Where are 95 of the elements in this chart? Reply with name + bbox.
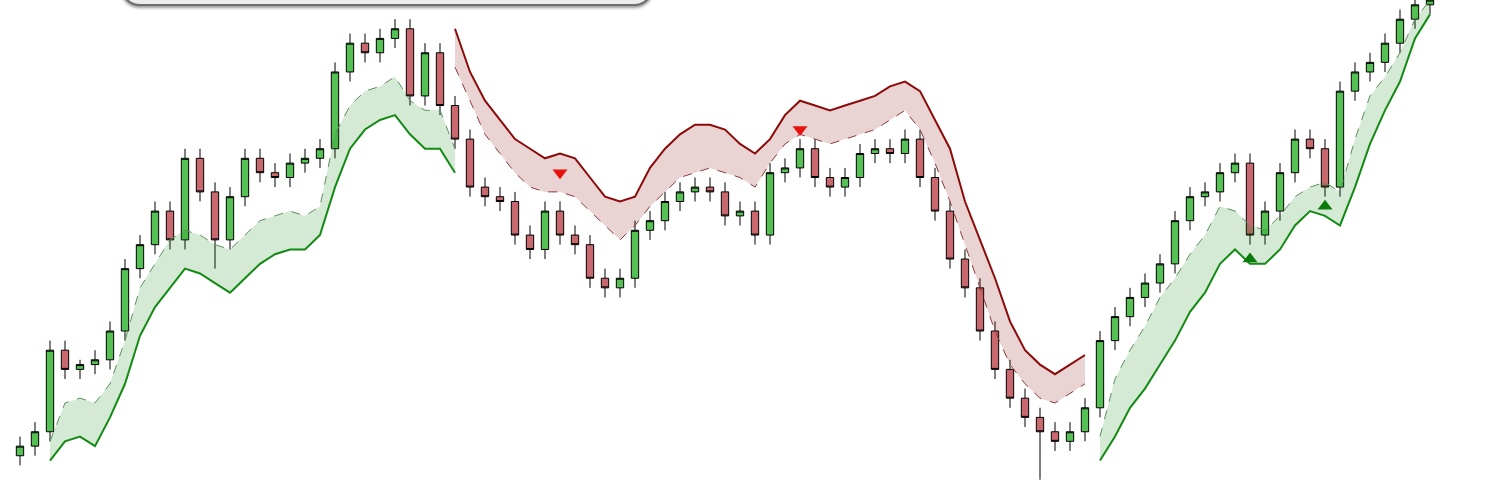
- candlestick: [1155, 253, 1165, 294]
- candlestick: [210, 181, 220, 270]
- candlestick: [1425, 0, 1435, 15]
- candlestick: [870, 138, 880, 164]
- candlestick: [1020, 388, 1030, 428]
- candlestick: [990, 320, 1000, 380]
- candlestick: [855, 143, 865, 188]
- candlestick: [1140, 272, 1150, 308]
- candlestick: [300, 148, 310, 174]
- candlestick: [960, 248, 970, 298]
- candlestick: [1215, 162, 1225, 202]
- candlestick: [345, 33, 355, 83]
- candlestick: [795, 138, 805, 178]
- candlestick: [105, 320, 115, 370]
- candlestick: [150, 200, 160, 255]
- candlestick: [975, 277, 985, 342]
- candlestick: [765, 162, 775, 246]
- candlestick: [1275, 162, 1285, 222]
- candlestick: [555, 200, 565, 246]
- candlestick: [195, 148, 205, 202]
- candlestick: [465, 129, 475, 198]
- candlestick: [1350, 61, 1360, 102]
- candlestick: [330, 61, 340, 159]
- candlestick: [255, 148, 265, 183]
- candlestick: [15, 436, 25, 466]
- candlestick: [945, 200, 955, 270]
- candlestick: [390, 18, 400, 49]
- candlestick: [1395, 9, 1405, 54]
- candlestick: [510, 191, 520, 246]
- candlestick: [1095, 330, 1105, 418]
- candlestick: [165, 200, 175, 250]
- candlestick: [240, 148, 250, 207]
- candlestick: [645, 210, 655, 241]
- candlestick: [1110, 306, 1120, 351]
- candlestick: [1230, 153, 1240, 183]
- candlestick: [60, 340, 70, 380]
- candlestick: [720, 181, 730, 226]
- candlestick: [1260, 200, 1270, 246]
- candlestick: [75, 359, 85, 380]
- candlestick: [1335, 81, 1345, 198]
- candlestick: [840, 167, 850, 198]
- candlestick: [1185, 186, 1195, 231]
- candlestick: [1245, 153, 1255, 246]
- candlestick: [1290, 129, 1300, 183]
- candlestick: [1320, 138, 1330, 198]
- candlestick: [630, 220, 640, 289]
- candlestick: [315, 138, 325, 169]
- candlestick: [1080, 397, 1090, 442]
- candlestick: [495, 186, 505, 212]
- candlestick: [675, 181, 685, 212]
- candlestick: [270, 162, 280, 188]
- candlestick: [1380, 33, 1390, 73]
- candlestick: [735, 200, 745, 226]
- candlestick: [480, 177, 490, 207]
- candlestick: [135, 234, 145, 279]
- candlestick: [930, 167, 940, 222]
- candlestick: [585, 234, 595, 289]
- candlestick: [540, 200, 550, 260]
- candlestick: [285, 153, 295, 188]
- candlestick: [810, 138, 820, 188]
- candlestick: [405, 18, 415, 107]
- candlestick: [705, 177, 715, 202]
- candlestick: [420, 42, 430, 107]
- candlestick: [1050, 421, 1060, 452]
- candlestick: [750, 200, 760, 246]
- candlestick: [180, 148, 190, 250]
- candlestick: [1065, 421, 1075, 452]
- candlestick: [600, 268, 610, 298]
- candlestick: [915, 129, 925, 188]
- candlestick: [225, 186, 235, 250]
- candlestick: [1005, 359, 1015, 409]
- candlestick: [1305, 129, 1315, 159]
- candlestick: [30, 421, 40, 457]
- candlestick: [615, 268, 625, 298]
- candlestick: [1035, 407, 1045, 481]
- candlestick: [570, 224, 580, 255]
- candlestick: [660, 191, 670, 231]
- candlestick: [900, 129, 910, 164]
- candlestick: [885, 138, 895, 164]
- candlestick: [90, 349, 100, 375]
- candlestick: [1365, 52, 1375, 83]
- candlestick: [525, 224, 535, 260]
- candlestick: [825, 167, 835, 198]
- candlestick: [45, 340, 55, 442]
- candlestick: [780, 157, 790, 183]
- candlestick: [450, 95, 460, 150]
- candlestick: [360, 33, 370, 63]
- candlestick: [1125, 287, 1135, 327]
- candlestick: [1170, 210, 1180, 274]
- candlestick: [435, 42, 445, 116]
- candlestick: [1200, 181, 1210, 207]
- candlestick: [1410, 0, 1420, 30]
- candlestick: [120, 258, 130, 342]
- candlestick: [690, 177, 700, 202]
- candlestick: [375, 28, 385, 63]
